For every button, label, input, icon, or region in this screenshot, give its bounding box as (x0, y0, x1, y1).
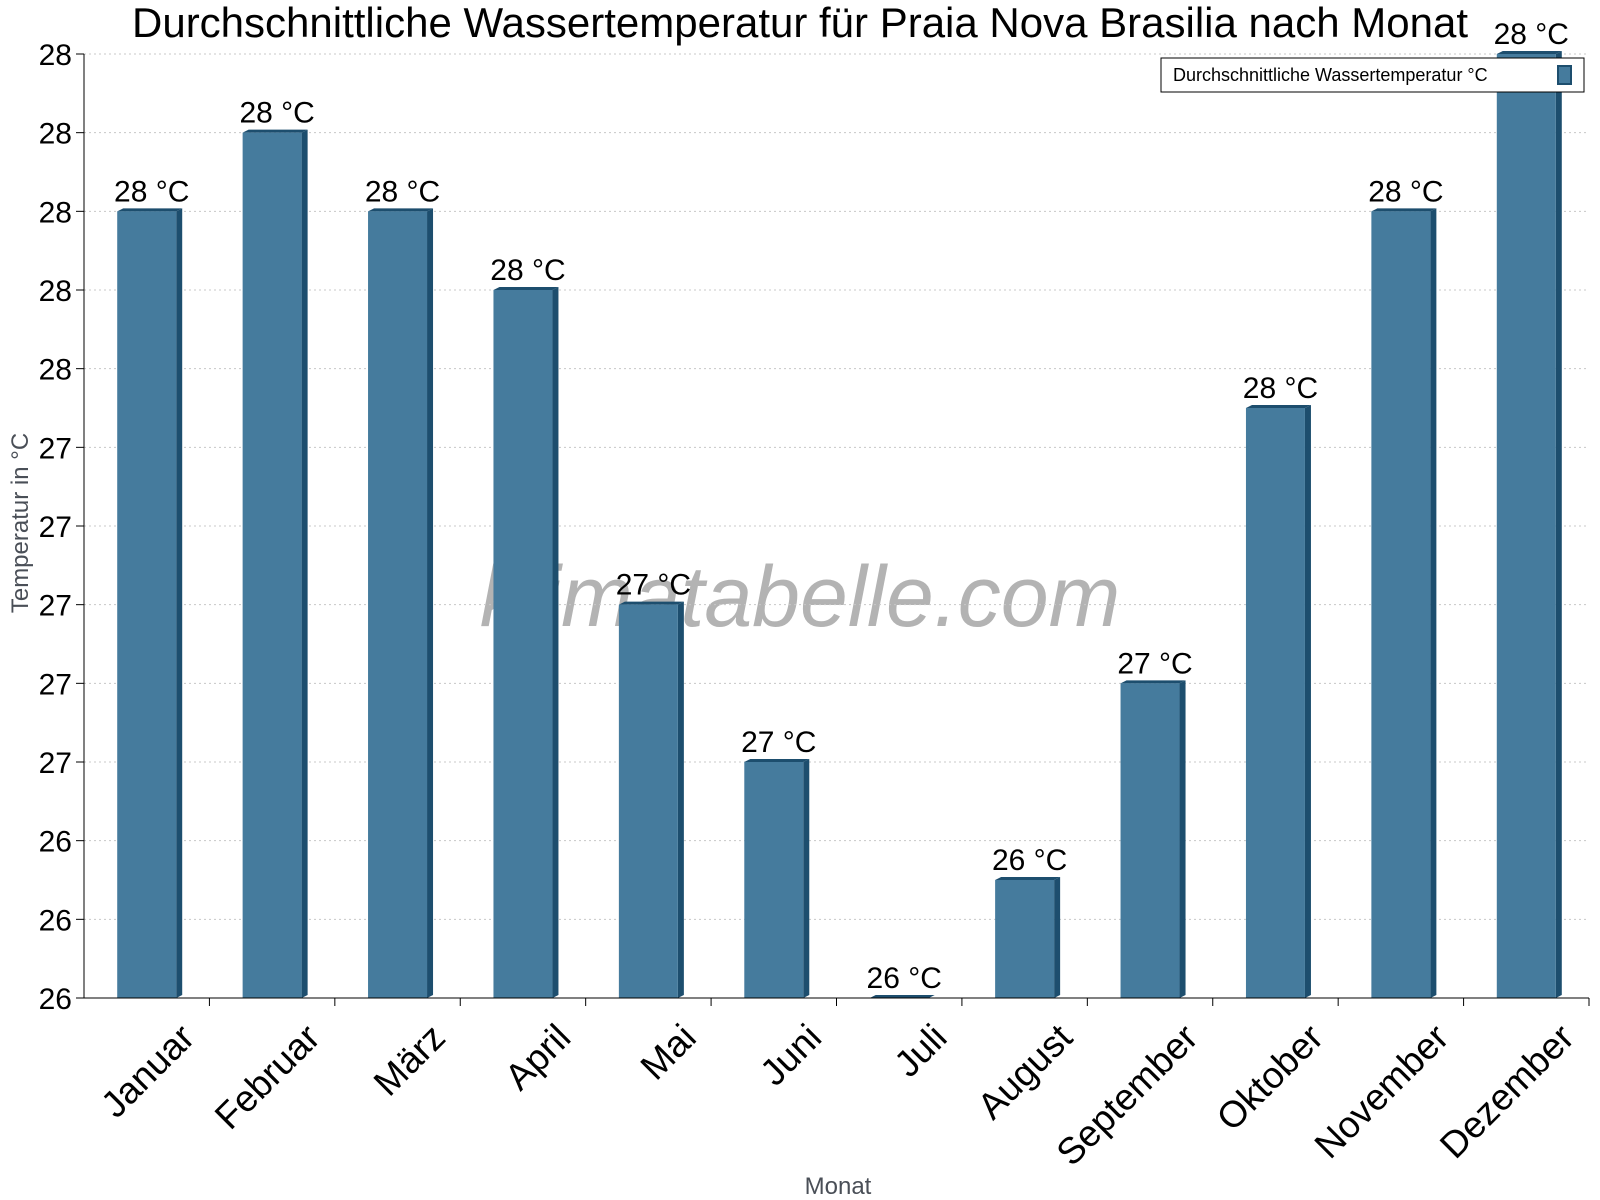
bar-oktober (1245, 408, 1305, 998)
bar-februar (242, 132, 302, 998)
legend-swatch (1557, 65, 1572, 85)
bar-november (1371, 211, 1431, 999)
data-label: 27 °C (741, 726, 816, 759)
data-labels: 28 °C 28 °C 28 °C 28 °C 27 °C 27 °C 26 °C 26 °C… (114, 18, 1569, 995)
x-tick-labels: Januar Februar März April Mai Juni Juli AugustS… (93, 1016, 1582, 1173)
bar-side (677, 601, 684, 998)
data-label: 26 °C (992, 844, 1067, 877)
y-tick-label: 27 (39, 668, 72, 701)
bar-top (1245, 405, 1311, 408)
y-tick-label: 26 (39, 904, 72, 937)
y-tick-label: 27 (39, 511, 72, 544)
axes (76, 53, 1590, 1006)
bar-side (176, 208, 183, 999)
bar-top (744, 759, 810, 762)
y-tick-label: 26 (39, 826, 72, 859)
chart-title: Durchschnittliche Wassertemperatur für P… (132, 0, 1468, 46)
data-label: 27 °C (616, 569, 691, 602)
bar-top (869, 995, 935, 998)
y-tick-label: 28 (39, 196, 72, 229)
x-tick-label: Juli (886, 1016, 954, 1084)
x-tick-label: Oktober (1209, 1016, 1331, 1138)
y-tick-label: 26 (39, 983, 72, 1016)
data-label: 28 °C (490, 254, 565, 287)
data-label: 28 °C (239, 97, 314, 130)
bar-top (1120, 680, 1186, 684)
bar-top (242, 129, 308, 133)
bar-april (493, 290, 553, 998)
y-tick-label: 28 (39, 39, 72, 72)
bar-side (803, 759, 810, 998)
bar-side (1555, 51, 1562, 998)
watermark: klimatabelle.com (480, 549, 1120, 645)
x-tick-label: Februar (207, 1016, 328, 1137)
bar-side (427, 208, 434, 999)
x-tick-label: April (497, 1016, 578, 1097)
y-tick-label: 27 (39, 590, 72, 623)
grid-lines (84, 53, 1589, 920)
data-label: 27 °C (1117, 647, 1192, 680)
x-tick-label: November (1307, 1016, 1457, 1166)
bar-side (1304, 405, 1311, 998)
bar-september (1120, 683, 1180, 998)
x-tick-label: August (970, 1016, 1081, 1127)
bar-juni (744, 762, 804, 998)
bar-top (1371, 208, 1437, 212)
x-tick-label: Juni (752, 1016, 829, 1093)
y-tick-label: 27 (39, 747, 72, 780)
bar-top (618, 601, 684, 605)
data-label: 28 °C (1494, 18, 1569, 51)
bar-side (1430, 208, 1437, 999)
legend-label: Durchschnittliche Wassertemperatur °C (1173, 65, 1488, 85)
y-tick-label: 28 (39, 275, 72, 308)
x-tick-label: Dezember (1432, 1016, 1582, 1166)
bar-top (117, 208, 183, 212)
data-label: 28 °C (365, 175, 440, 208)
data-label: 28 °C (1368, 175, 1443, 208)
y-tick-label: 28 (39, 118, 72, 151)
data-label: 26 °C (867, 962, 942, 995)
y-tick-label: 28 (39, 354, 72, 387)
y-tick-label: 27 (39, 432, 72, 465)
bar-märz (368, 211, 428, 999)
bar-top (493, 287, 559, 290)
bar-januar (117, 211, 177, 999)
x-axis-title: Monat (805, 1173, 872, 1200)
bar-side (301, 129, 308, 998)
bars (117, 51, 1562, 999)
x-tick-label: Mai (633, 1016, 704, 1087)
bar-dezember (1496, 54, 1556, 998)
data-label: 28 °C (1243, 372, 1318, 405)
bar-mai (618, 604, 678, 998)
x-tick-label: Januar (93, 1016, 202, 1125)
legend: Durchschnittliche Wassertemperatur °C (1160, 57, 1585, 93)
bar-side (1054, 877, 1061, 998)
bar-top (1496, 51, 1562, 54)
bar-top (368, 208, 434, 212)
legend-box (1160, 57, 1585, 93)
bar-august (995, 880, 1055, 998)
y-axis-title: Temperatur in °C (7, 433, 34, 613)
bar-side (552, 287, 559, 998)
data-label: 28 °C (114, 175, 189, 208)
bar-side (1179, 680, 1186, 998)
y-tick-labels: 26 26 26 27 27 27 27 27 28 28 28 28 28 (39, 39, 72, 1016)
x-tick-label: März (366, 1016, 453, 1103)
bar-top (995, 877, 1061, 880)
